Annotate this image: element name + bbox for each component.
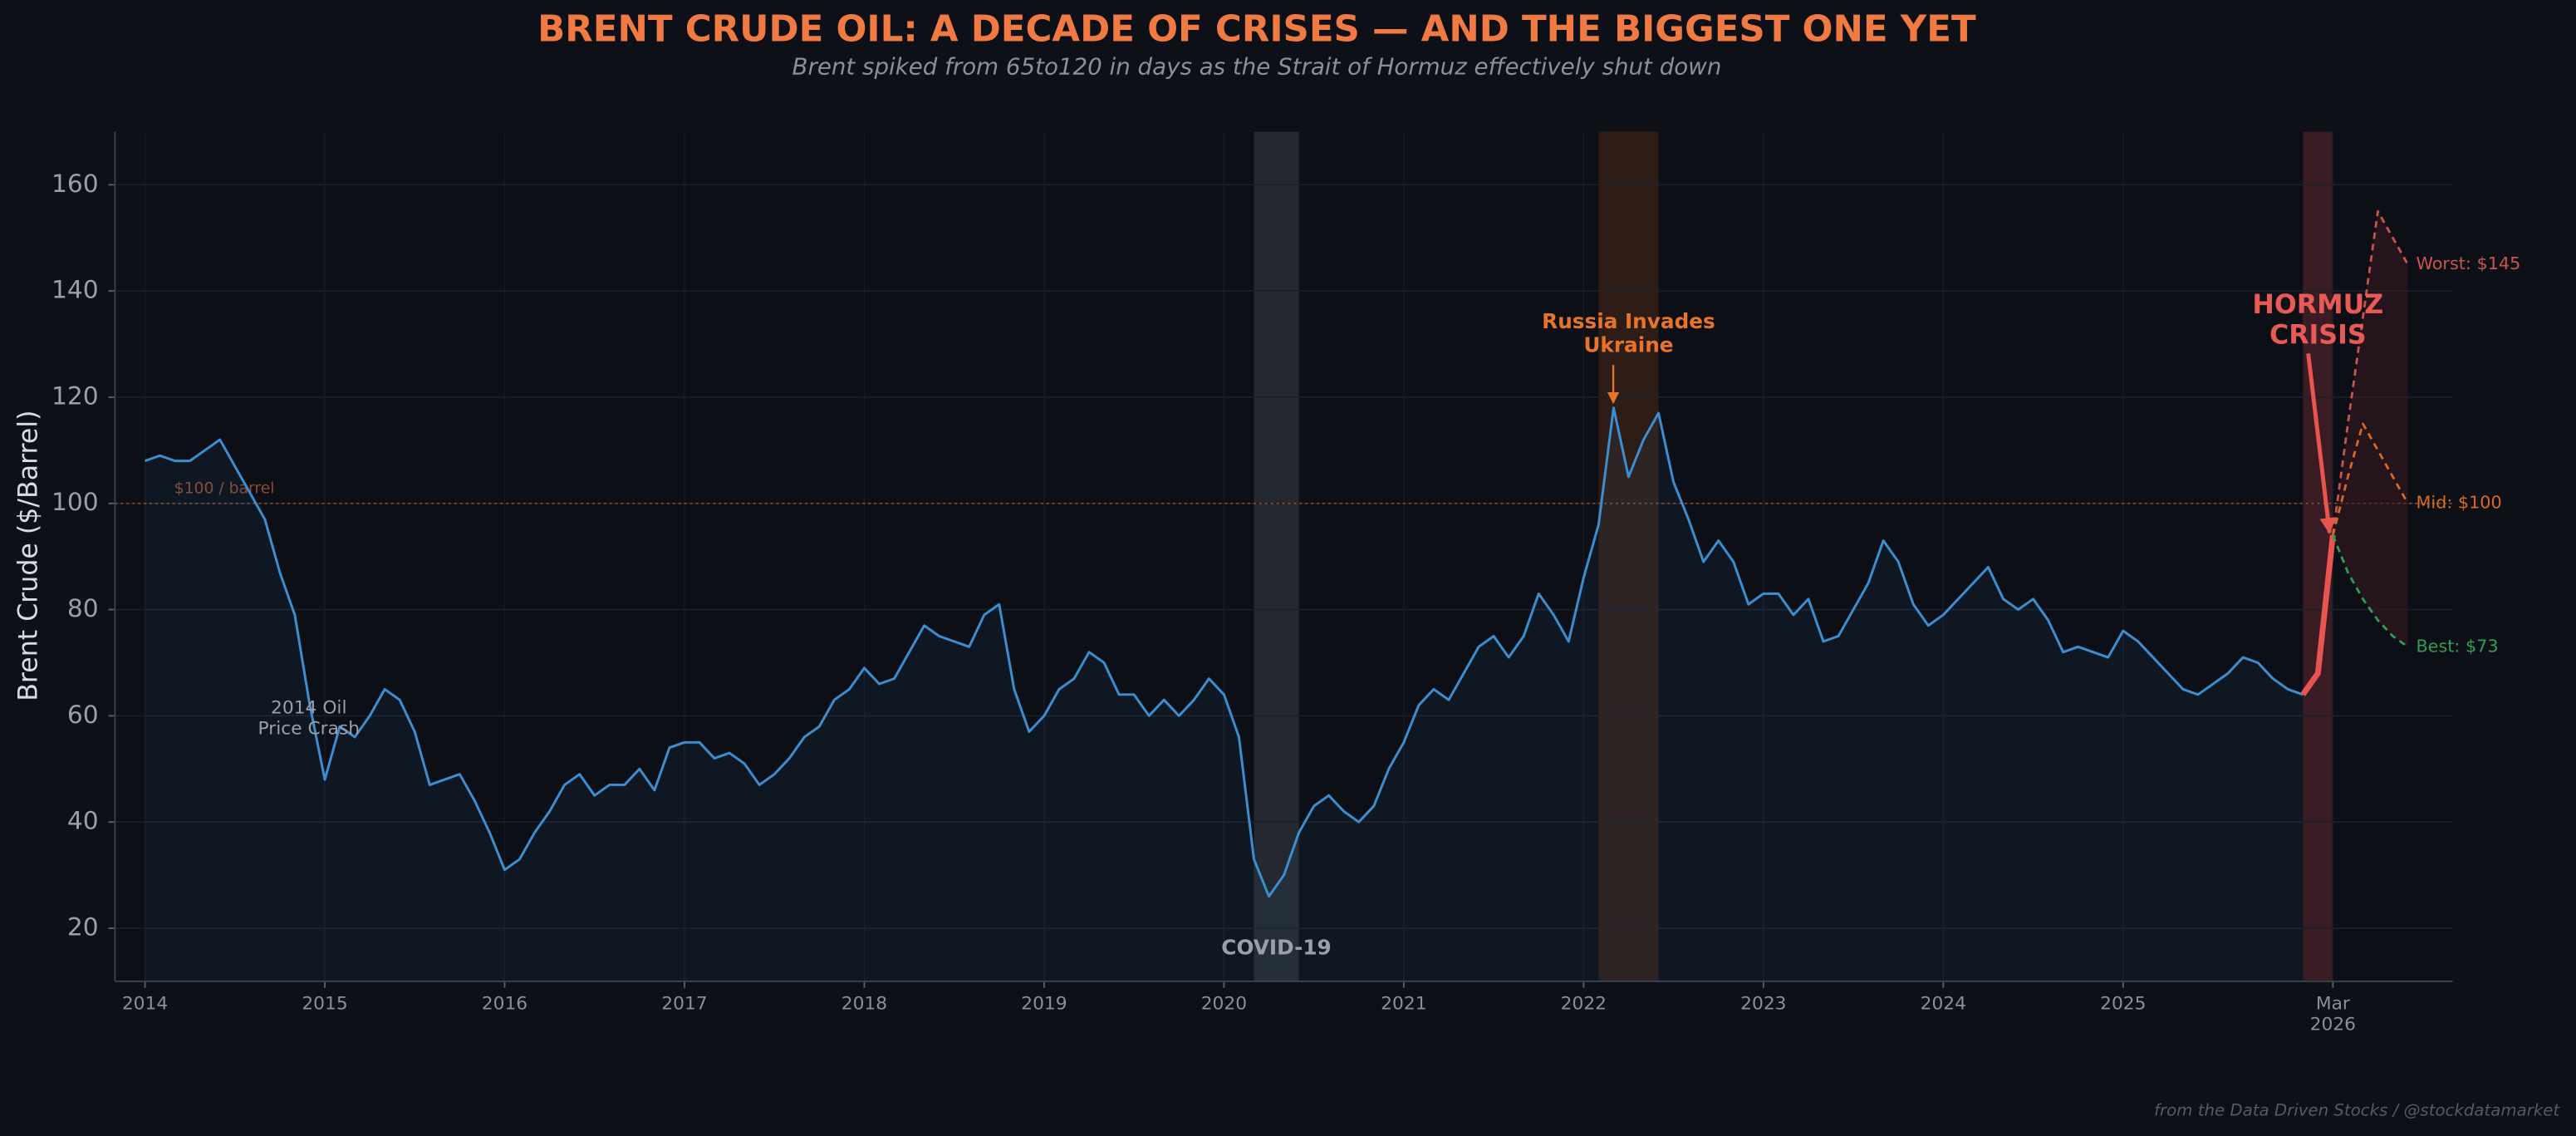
y-tick-label: 20 (67, 912, 99, 941)
highlight-band (1598, 131, 1659, 981)
end-label: Mid: $100 (2416, 493, 2501, 513)
scenario-range (2333, 211, 2408, 647)
line (2300, 534, 2336, 696)
x-tick-label: 2017 (661, 994, 707, 1015)
y-tick-label: 40 (67, 806, 99, 835)
band-label: HORMUZ CRISIS (2252, 290, 2383, 350)
x-tick-label: 2018 (841, 994, 887, 1015)
y-tick-label: 120 (52, 381, 99, 410)
annotation-arrow (2306, 353, 2337, 534)
line-area (145, 407, 2304, 981)
x-tick-label: 2020 (1201, 994, 1247, 1015)
y-tick-label: 160 (52, 169, 99, 198)
band-label: COVID-19 (1221, 935, 1331, 959)
line (2332, 534, 2409, 648)
x-tick-label: 2023 (1740, 994, 1786, 1015)
end-label: Best: $73 (2416, 636, 2498, 656)
x-tick-label: Mar 2026 (2310, 994, 2356, 1035)
chart-title: BRENT CRUDE OIL: A DECADE OF CRISES — AN… (537, 8, 1976, 50)
end-label: Worst: $145 (2416, 253, 2520, 273)
y-tick-label: 60 (67, 700, 99, 729)
annotation: 2014 Oil Price Crash (258, 698, 361, 740)
band-label: Russia Invades Ukraine (1542, 309, 1715, 357)
y-tick-label: 140 (52, 275, 99, 304)
highlight-band (1254, 131, 1299, 981)
line (2331, 209, 2409, 536)
x-tick-label: 2021 (1381, 994, 1426, 1015)
x-tick-label: 2016 (482, 994, 527, 1015)
chart-subtitle: Brent spiked from 65to120 in days as the… (792, 52, 1721, 80)
x-tick-label: 2019 (1021, 994, 1067, 1015)
x-tick-label: 2014 (122, 994, 168, 1015)
x-tick-label: 2025 (2100, 994, 2146, 1015)
line (2332, 422, 2409, 536)
y-axis-label: Brent Crude ($/Barrel) (14, 411, 44, 701)
y-tick-label: 100 (52, 487, 99, 516)
line (145, 406, 2304, 898)
x-tick-label: 2015 (302, 994, 347, 1015)
footer: from the Data Driven Stocks / @stockdata… (2154, 1101, 2560, 1120)
y-tick-label: 80 (67, 593, 99, 622)
x-tick-label: 2024 (1921, 994, 1966, 1015)
x-tick-label: 2022 (1561, 994, 1607, 1015)
